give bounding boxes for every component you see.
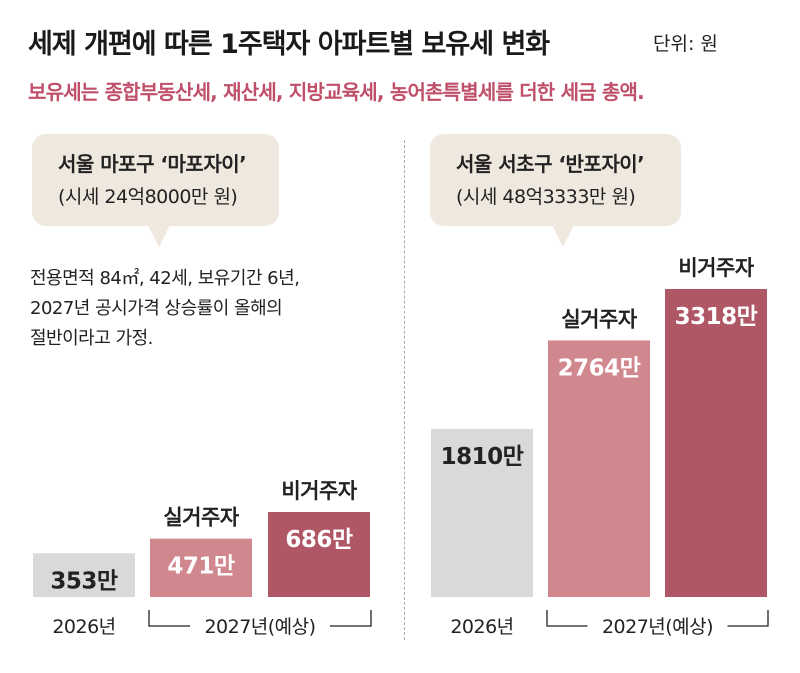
mapo-x-label: 2026년 [52, 616, 115, 638]
left-apartment-price: (시세 24억8000만 원) [58, 186, 238, 208]
banpo-bracket-right [727, 610, 769, 627]
banpo-category-label: 비거주자 [678, 256, 754, 280]
banpo-value-label: 2764만 [558, 355, 641, 381]
banpo-category-label: 실거주자 [561, 307, 637, 331]
mapo-bar-0 [33, 553, 135, 597]
mapo-value-label: 686만 [285, 527, 353, 553]
banpo-x-label: 2027년(예상) [602, 616, 713, 638]
mapo-x-label: 2027년(예상) [204, 616, 315, 638]
mapo-bracket-left [148, 610, 190, 627]
right-callout-tail [552, 225, 574, 247]
banpo-bracket-left [546, 610, 588, 627]
mapo-bar-2 [268, 512, 370, 597]
panel-divider [404, 140, 405, 640]
banpo-bar-2 [665, 289, 767, 597]
chart-title: 세제 개편에 따른 1주택자 아파트별 보유세 변화 [28, 29, 550, 60]
chart-subtitle: 보유세는 종합부동산세, 재산세, 지방교육세, 농어촌특별세를 더한 세금 총… [28, 80, 645, 104]
mapo-bracket-right [330, 610, 372, 627]
left-apartment-callout: 서울 마포구 ‘마포자이’ (시세 24억8000만 원) [32, 134, 279, 226]
mapo-category-label: 실거주자 [163, 506, 239, 530]
left-callout-tail [148, 225, 170, 247]
banpo-value-label: 3318만 [675, 304, 758, 330]
note-line: 전용면적 84㎡, 42세, 보유기간 6년, [30, 268, 300, 289]
unit-label: 단위: 원 [653, 33, 718, 55]
right-apartment-price: (시세 48억3333만 원) [456, 186, 636, 208]
banpo-value-label: 1810만 [441, 444, 524, 470]
assumption-note: 전용면적 84㎡, 42세, 보유기간 6년, 2027년 공시가격 상승률이 … [30, 264, 300, 354]
banpo-x-label: 2026년 [450, 616, 513, 638]
mapo-category-label: 비거주자 [281, 479, 357, 503]
right-apartment-callout: 서울 서초구 ‘반포자이’ (시세 48억3333만 원) [430, 134, 681, 226]
banpo-bar-0 [431, 428, 533, 597]
right-apartment-name: 서울 서초구 ‘반포자이’ [456, 152, 645, 176]
note-line: 절반이라고 가정. [30, 328, 153, 349]
banpo-bar-1 [548, 340, 650, 597]
left-apartment-name: 서울 마포구 ‘마포자이’ [58, 152, 247, 176]
mapo-bar-1 [150, 538, 252, 597]
mapo-value-label: 353만 [50, 568, 118, 594]
mapo-value-label: 471만 [167, 554, 235, 580]
note-line: 2027년 공시가격 상승률이 올해의 [30, 298, 283, 319]
